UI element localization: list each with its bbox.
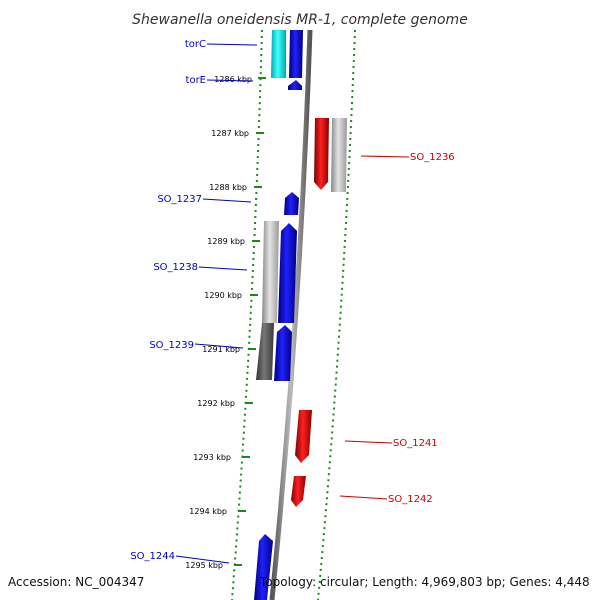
tick-label: 1293 kbp [193, 453, 231, 462]
tick-mark-1286 [258, 77, 266, 79]
tick-label: 1289 kbp [207, 237, 245, 246]
gene-label-so1242[interactable]: SO_1242 [388, 494, 433, 505]
leader-line [198, 266, 248, 271]
inner-features [254, 30, 303, 600]
gene-label-so1238[interactable]: SO_1238 [153, 262, 198, 273]
label-leaders [175, 43, 410, 564]
gene-feature-tore [288, 80, 302, 90]
gene-label-so1241[interactable]: SO_1241 [393, 438, 438, 449]
leader-line [360, 155, 410, 158]
tick-mark-1292 [245, 402, 253, 404]
tick-label: 1292 kbp [197, 399, 235, 408]
gene-feature-so1244 [254, 534, 273, 600]
gene-feature-so1237 [284, 192, 299, 215]
genome-backbone [269, 29, 313, 600]
outer-dotted-ring [317, 29, 356, 600]
gene-label-so1239[interactable]: SO_1239 [149, 340, 194, 351]
leader-line [206, 43, 258, 46]
tick-labels: 1286 kbp 1287 kbp 1288 kbp 1289 kbp 1290… [185, 75, 252, 570]
tick-mark-1295 [234, 564, 242, 566]
tick-label: 1287 kbp [211, 129, 249, 138]
topology-text: Topology: circular; Length: 4,969,803 bp… [260, 575, 590, 589]
leader-line [194, 343, 244, 349]
gene-label-torc[interactable]: torC [185, 39, 206, 50]
leader-line [206, 79, 254, 82]
leader-line [344, 440, 393, 444]
gene-feature-torc [271, 30, 286, 78]
tick-label: 1288 kbp [209, 183, 247, 192]
tick-mark-1293 [242, 456, 250, 458]
gene-feature-torc-blue [289, 30, 303, 78]
gene-labels: torC torE SO_1236 SO_1237 SO_1238 SO_123… [130, 39, 454, 562]
leader-line [339, 495, 388, 500]
tick-label: 1286 kbp [214, 75, 252, 84]
gene-feature-so1236 [314, 118, 329, 190]
leader-line [175, 555, 230, 564]
gene-feature-so1236-grey [331, 118, 347, 192]
tick-mark-1287 [256, 132, 264, 134]
tick-mark-1290 [250, 294, 258, 296]
inner-dotted-ring [231, 29, 263, 600]
gene-feature-so1241 [295, 410, 312, 463]
gene-feature-so1238 [278, 223, 297, 323]
gene-label-tore[interactable]: torE [186, 75, 206, 86]
outer-features [291, 118, 347, 507]
gene-feature-so1238-grey [262, 221, 279, 323]
tick-label: 1294 kbp [189, 507, 227, 516]
gene-feature-so1242 [291, 476, 306, 507]
tick-label: 1291 kbp [202, 345, 240, 354]
gene-feature-so1239 [274, 325, 292, 381]
tick-label: 1290 kbp [204, 291, 242, 300]
gene-label-so1237[interactable]: SO_1237 [157, 194, 202, 205]
gene-label-so1236[interactable]: SO_1236 [410, 152, 455, 163]
gene-label-so1244[interactable]: SO_1244 [130, 551, 175, 562]
gene-feature-so1239-grey [256, 323, 274, 380]
leader-line [202, 198, 252, 203]
tick-mark-1291 [248, 348, 256, 350]
tick-label: 1295 kbp [185, 561, 223, 570]
map-title: Shewanella oneidensis MR-1, complete gen… [132, 12, 468, 28]
tick-mark-1288 [254, 186, 262, 188]
tick-marks [234, 77, 266, 566]
tick-mark-1294 [238, 510, 246, 512]
accession-text: Accession: NC_004347 [8, 575, 145, 589]
tick-mark-1289 [252, 240, 260, 242]
